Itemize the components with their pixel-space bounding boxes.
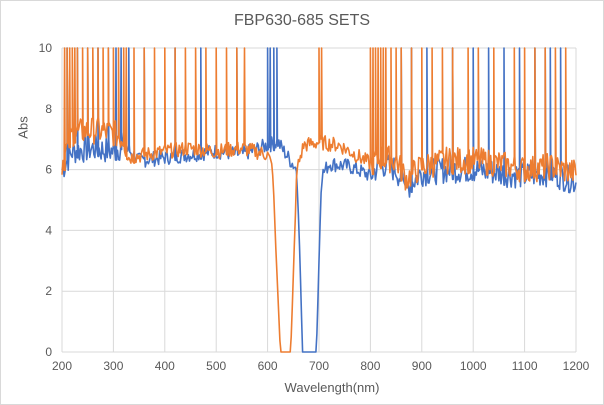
y-tick-label: 8 — [45, 102, 52, 116]
y-tick-label: 0 — [45, 345, 52, 359]
y-tick-label: 10 — [39, 41, 53, 55]
x-tick-label: 900 — [412, 359, 432, 373]
x-tick-label: 600 — [258, 359, 278, 373]
x-axis-title: Wavelength(nm) — [284, 380, 380, 395]
y-tick-label: 6 — [45, 163, 52, 177]
series-line-orange — [61, 47, 577, 353]
x-tick-label: 500 — [206, 359, 226, 373]
y-tick-label: 4 — [45, 223, 52, 237]
y-tick-label: 2 — [45, 284, 52, 298]
x-tick-label: 700 — [309, 359, 329, 373]
x-tick-label: 300 — [103, 359, 123, 373]
x-tick-label: 1100 — [512, 359, 538, 373]
x-tick-label: 200 — [52, 359, 72, 373]
x-tick-label: 1200 — [563, 359, 590, 373]
chart-title: FBP630-685 SETS — [233, 12, 371, 29]
x-tick-label: 800 — [360, 359, 380, 373]
x-tick-label: 1000 — [460, 359, 487, 373]
x-tick-label: 400 — [155, 359, 175, 373]
